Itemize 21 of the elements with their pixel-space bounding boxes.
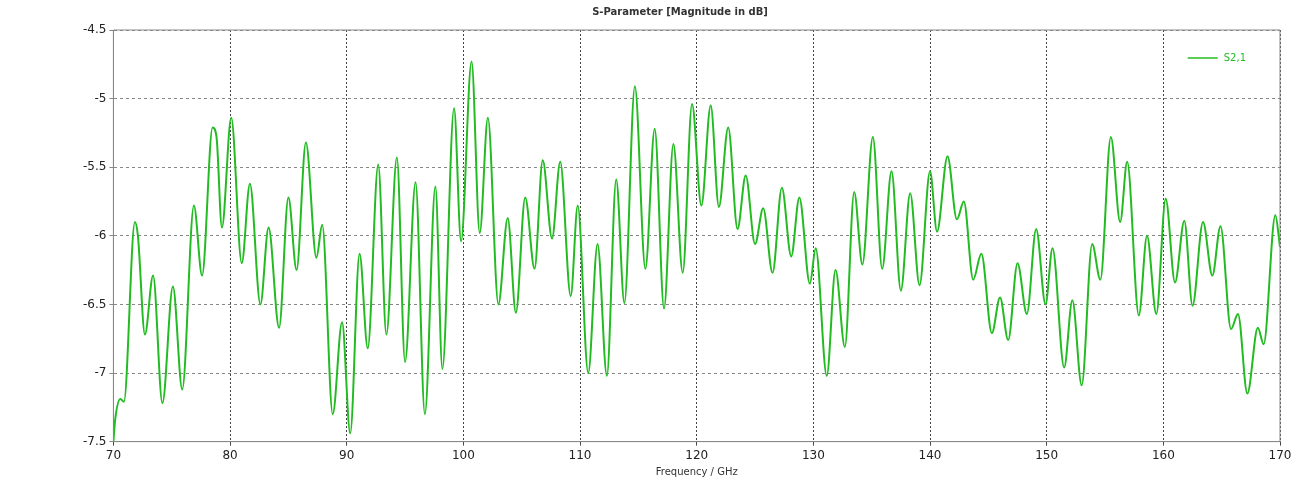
y-tick-label: -6	[94, 227, 107, 242]
x-tick-label: 170	[1268, 447, 1292, 462]
y-tick-label: -7.5	[82, 433, 107, 448]
x-axis-title: Frequency / GHz	[655, 465, 738, 477]
x-tick-label: 70	[105, 447, 122, 462]
x-tick-label: 160	[1151, 447, 1175, 462]
x-tick-label: 120	[685, 447, 709, 462]
x-tick-label: 140	[918, 447, 942, 462]
x-tick-label: 90	[339, 447, 355, 462]
y-tick-label: -7	[94, 365, 107, 380]
legend-label: S2,1	[1223, 51, 1247, 63]
y-tick-label: -4.5	[82, 22, 107, 37]
x-tick-label: 130	[801, 447, 825, 462]
x-tick-label: 110	[568, 447, 592, 462]
x-tick-label: 80	[222, 447, 238, 462]
x-tick-label: 150	[1035, 447, 1059, 462]
y-tick-label: -6.5	[82, 296, 107, 311]
y-tick-label: -5.5	[82, 159, 107, 174]
y-tick-label: -5	[94, 90, 107, 105]
x-tick-label: 100	[451, 447, 475, 462]
chart-title: S-Parameter [Magnitude in dB]	[592, 5, 768, 17]
